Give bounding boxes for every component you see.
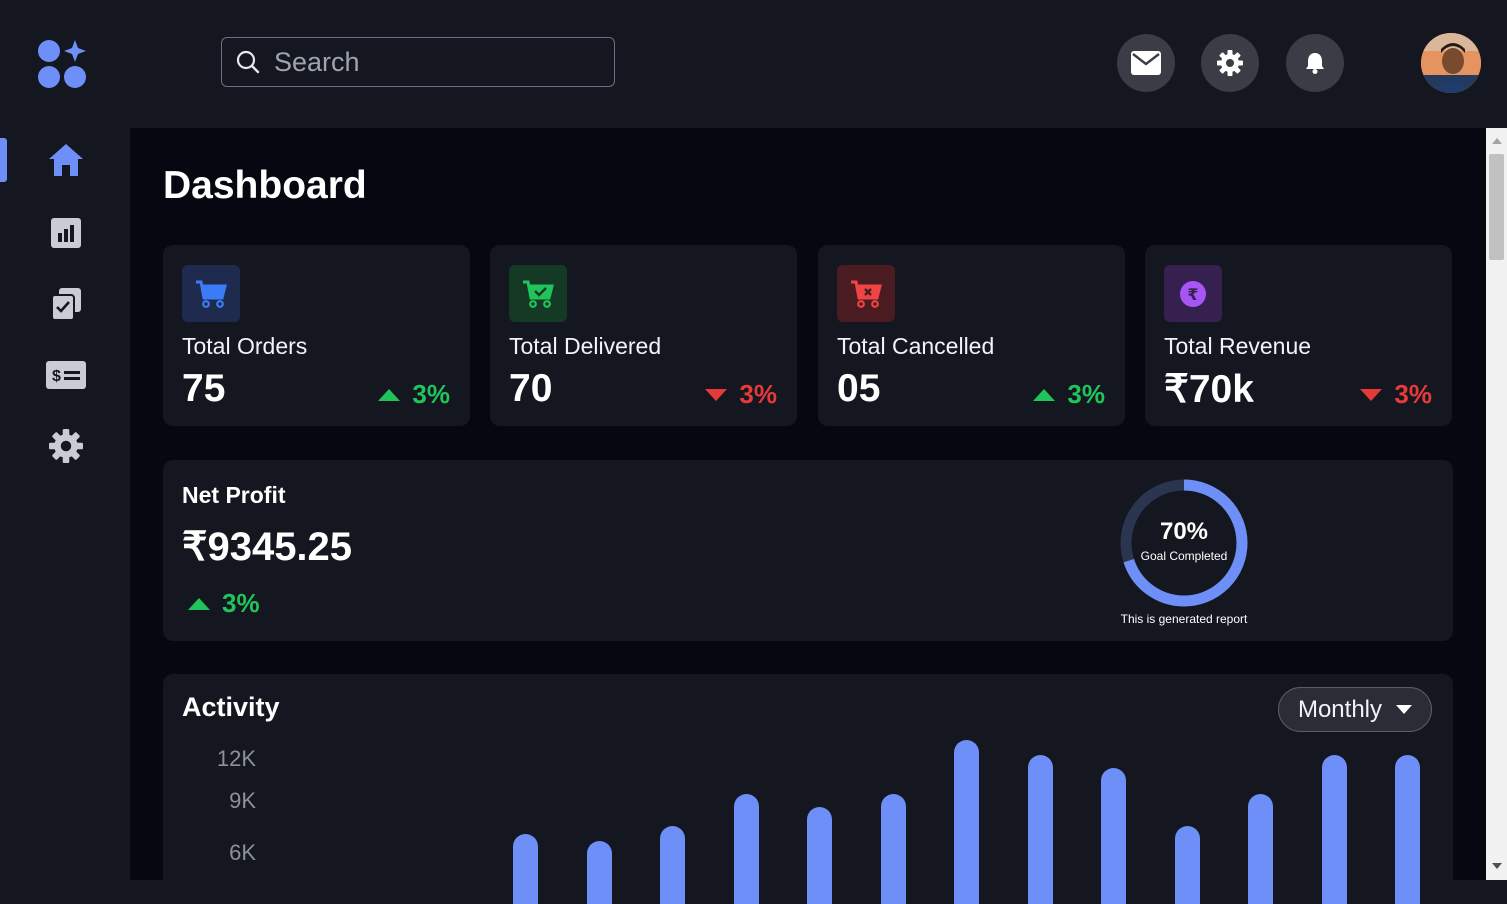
sidebar-active-indicator (0, 138, 7, 182)
goal-progress-arc (1120, 479, 1248, 607)
search-icon (236, 50, 260, 74)
page-scrollbar[interactable] (1486, 128, 1507, 880)
trend-down-icon (705, 388, 728, 401)
rupee-icon: ₹ (1164, 265, 1222, 322)
activity-bar[interactable] (807, 806, 832, 904)
search-input[interactable] (272, 45, 596, 79)
y-axis-tick-label: 6K (229, 840, 256, 865)
bell-icon (1306, 53, 1324, 74)
app-logo-icon[interactable] (36, 38, 88, 90)
card-value: 75 (182, 367, 226, 410)
activity-bar[interactable] (1248, 794, 1273, 904)
cart-check-icon (509, 265, 567, 322)
avatar-image (1421, 33, 1481, 93)
activity-bar[interactable] (1321, 755, 1347, 904)
period-dropdown[interactable]: Monthly (1278, 687, 1432, 732)
bill-icon: $ (46, 361, 86, 389)
settings-button[interactable] (1201, 34, 1259, 92)
trend-up-icon (188, 597, 210, 610)
activity-card: Activity Monthly 12K 9K 6K (163, 674, 1453, 904)
stat-card-orders[interactable]: Total Orders 75 3% (163, 245, 470, 426)
activity-bar[interactable] (880, 794, 906, 904)
trend-indicator: 3% (1033, 379, 1105, 410)
stat-card-delivered[interactable]: Total Delivered 70 3% (490, 245, 797, 426)
trend-indicator: 3% (188, 588, 260, 619)
clipboard-check-icon (51, 288, 81, 321)
net-profit-card: Net Profit ₹9345.25 3% 70% Goal Complete… (163, 460, 1453, 641)
card-label: Total Cancelled (837, 333, 995, 359)
trend-value: 3% (739, 379, 777, 409)
trend-value: 3% (222, 588, 260, 618)
sidebar-item-settings[interactable] (46, 426, 86, 466)
gear-icon (49, 429, 83, 463)
card-value: 05 (837, 367, 881, 410)
user-avatar[interactable] (1421, 33, 1481, 93)
card-value: 70 (509, 367, 553, 410)
cart-cancel-icon (837, 265, 895, 322)
card-value: ₹70k (1164, 368, 1254, 411)
stat-card-revenue[interactable]: ₹ Total Revenue ₹70k 3% (1145, 245, 1452, 426)
page-title: Dashboard (163, 164, 367, 207)
y-axis-tick-label: 12K (216, 746, 256, 771)
report-caption: This is generated report (1120, 612, 1248, 626)
trend-indicator: 3% (1360, 379, 1432, 410)
activity-bar[interactable] (733, 794, 759, 904)
trend-value: 3% (1067, 379, 1105, 409)
net-profit-value: ₹9345.25 (182, 525, 353, 569)
activity-bar[interactable] (1101, 767, 1126, 904)
activity-title: Activity (182, 692, 280, 722)
activity-bar[interactable] (1027, 755, 1053, 904)
bar-chart-icon (51, 218, 81, 248)
trend-up-icon (1033, 388, 1056, 401)
net-profit-title: Net Profit (182, 482, 286, 508)
cart-icon (182, 265, 240, 322)
activity-bar[interactable] (1174, 825, 1200, 904)
svg-text:₹: ₹ (1187, 285, 1198, 304)
scroll-down-icon[interactable] (1492, 863, 1502, 869)
trend-value: 3% (1394, 379, 1432, 409)
sidebar-item-billing[interactable]: $ (46, 355, 86, 395)
activity-bar[interactable] (954, 739, 979, 904)
activity-bar[interactable] (513, 833, 538, 904)
y-axis-tick-label: 9K (229, 788, 256, 813)
mail-icon (1131, 51, 1161, 75)
trend-down-icon (1360, 388, 1383, 401)
goal-progress-ring (1120, 479, 1248, 607)
top-bar (0, 0, 1507, 128)
sidebar-item-home[interactable] (46, 140, 86, 180)
home-icon (49, 144, 83, 176)
svg-text:$: $ (52, 368, 61, 385)
activity-bar[interactable] (586, 841, 612, 904)
scrollbar-thumb[interactable] (1489, 154, 1504, 260)
activity-bar[interactable] (660, 825, 685, 904)
trend-value: 3% (412, 379, 450, 409)
goal-label: Goal Completed (1140, 549, 1228, 563)
card-label: Total Revenue (1164, 333, 1312, 359)
card-label: Total Orders (182, 333, 308, 359)
activity-bar[interactable] (1395, 755, 1420, 904)
notifications-button[interactable] (1286, 34, 1344, 92)
goal-percent: 70% (1159, 518, 1209, 545)
sidebar: $ (0, 128, 130, 880)
trend-indicator: 3% (378, 379, 450, 410)
sidebar-item-tasks[interactable] (46, 284, 86, 324)
mail-button[interactable] (1117, 34, 1175, 92)
trend-indicator: 3% (705, 379, 777, 410)
gear-icon (1217, 50, 1243, 76)
chevron-down-icon (1396, 705, 1413, 714)
trend-up-icon (378, 388, 401, 401)
period-label: Monthly (1297, 695, 1383, 723)
stat-card-cancelled[interactable]: Total Cancelled 05 3% (818, 245, 1125, 426)
scroll-up-icon[interactable] (1492, 138, 1502, 144)
sidebar-item-analytics[interactable] (46, 213, 86, 253)
search-box[interactable] (221, 37, 615, 87)
card-label: Total Delivered (509, 333, 662, 359)
